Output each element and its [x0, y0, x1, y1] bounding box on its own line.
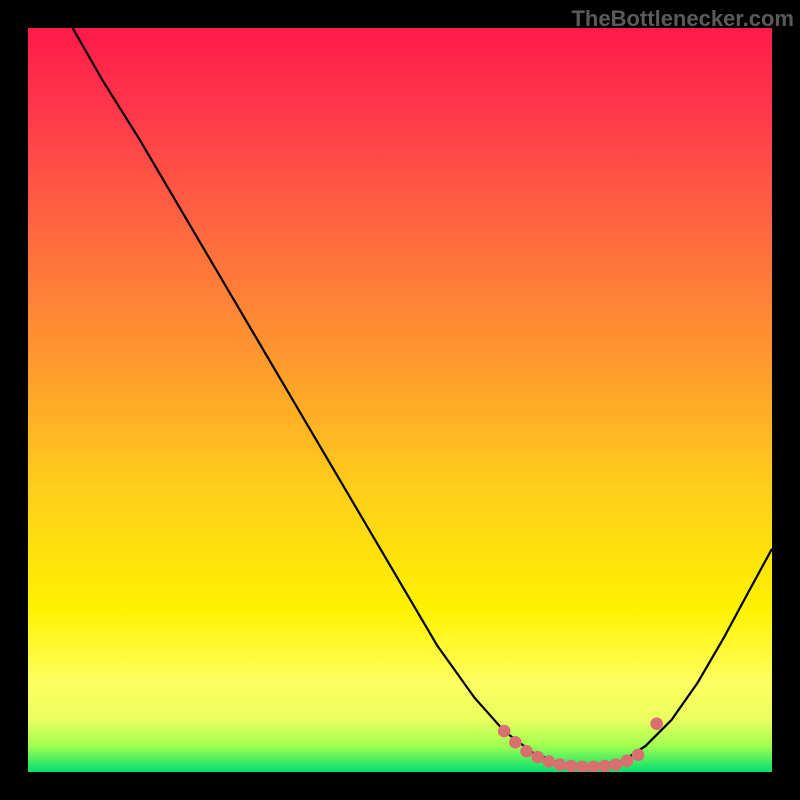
- optimal-dot: [565, 760, 578, 772]
- optimal-dot: [520, 745, 533, 758]
- optimal-dot: [498, 725, 511, 738]
- watermark-text: TheBottlenecker.com: [571, 6, 794, 32]
- optimal-dot: [531, 751, 544, 764]
- optimal-dot: [632, 749, 645, 762]
- optimal-dot: [598, 760, 611, 772]
- optimal-dot: [650, 717, 663, 730]
- optimal-dot: [609, 758, 622, 771]
- optimal-dot: [621, 755, 634, 768]
- optimal-dot: [509, 736, 522, 749]
- chart-container: TheBottlenecker.com: [0, 0, 800, 800]
- optimal-dot: [554, 758, 567, 771]
- plot-svg: [28, 28, 772, 772]
- optimal-dot: [543, 755, 556, 768]
